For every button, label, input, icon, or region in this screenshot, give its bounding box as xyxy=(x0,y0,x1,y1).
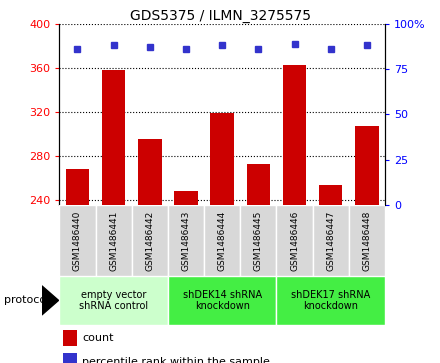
Text: percentile rank within the sample: percentile rank within the sample xyxy=(82,357,270,363)
Text: GSM1486443: GSM1486443 xyxy=(182,210,191,271)
Bar xyxy=(204,205,240,276)
Text: GSM1486447: GSM1486447 xyxy=(326,210,335,271)
Bar xyxy=(174,191,198,205)
Text: count: count xyxy=(82,333,114,343)
Bar xyxy=(102,70,125,205)
Bar xyxy=(355,126,379,205)
Bar xyxy=(246,164,270,205)
Text: GSM1486446: GSM1486446 xyxy=(290,210,299,271)
Polygon shape xyxy=(42,286,59,315)
Text: empty vector
shRNA control: empty vector shRNA control xyxy=(79,290,148,311)
Text: GSM1486440: GSM1486440 xyxy=(73,210,82,271)
Bar xyxy=(132,205,168,276)
Bar xyxy=(59,276,168,325)
Text: GSM1486448: GSM1486448 xyxy=(363,210,371,271)
Bar xyxy=(349,205,385,276)
Text: GSM1486441: GSM1486441 xyxy=(109,210,118,271)
Text: shDEK14 shRNA
knockdown: shDEK14 shRNA knockdown xyxy=(183,290,262,311)
Bar xyxy=(210,113,234,205)
Bar xyxy=(62,330,77,346)
Text: GSM1486442: GSM1486442 xyxy=(145,211,154,270)
Bar xyxy=(240,205,276,276)
Text: GSM1486444: GSM1486444 xyxy=(218,211,227,270)
Text: GSM1486445: GSM1486445 xyxy=(254,210,263,271)
Bar xyxy=(276,276,385,325)
Bar xyxy=(313,205,349,276)
Bar xyxy=(168,276,276,325)
Bar xyxy=(319,185,342,205)
Text: protocol: protocol xyxy=(4,295,50,305)
Text: GDS5375 / ILMN_3275575: GDS5375 / ILMN_3275575 xyxy=(129,9,311,23)
Bar xyxy=(59,205,95,276)
Bar xyxy=(95,205,132,276)
Bar xyxy=(168,205,204,276)
Bar xyxy=(66,169,89,205)
Bar xyxy=(138,139,161,205)
Bar xyxy=(283,65,306,205)
Bar xyxy=(62,353,77,363)
Text: shDEK17 shRNA
knockdown: shDEK17 shRNA knockdown xyxy=(291,290,370,311)
Bar xyxy=(276,205,313,276)
